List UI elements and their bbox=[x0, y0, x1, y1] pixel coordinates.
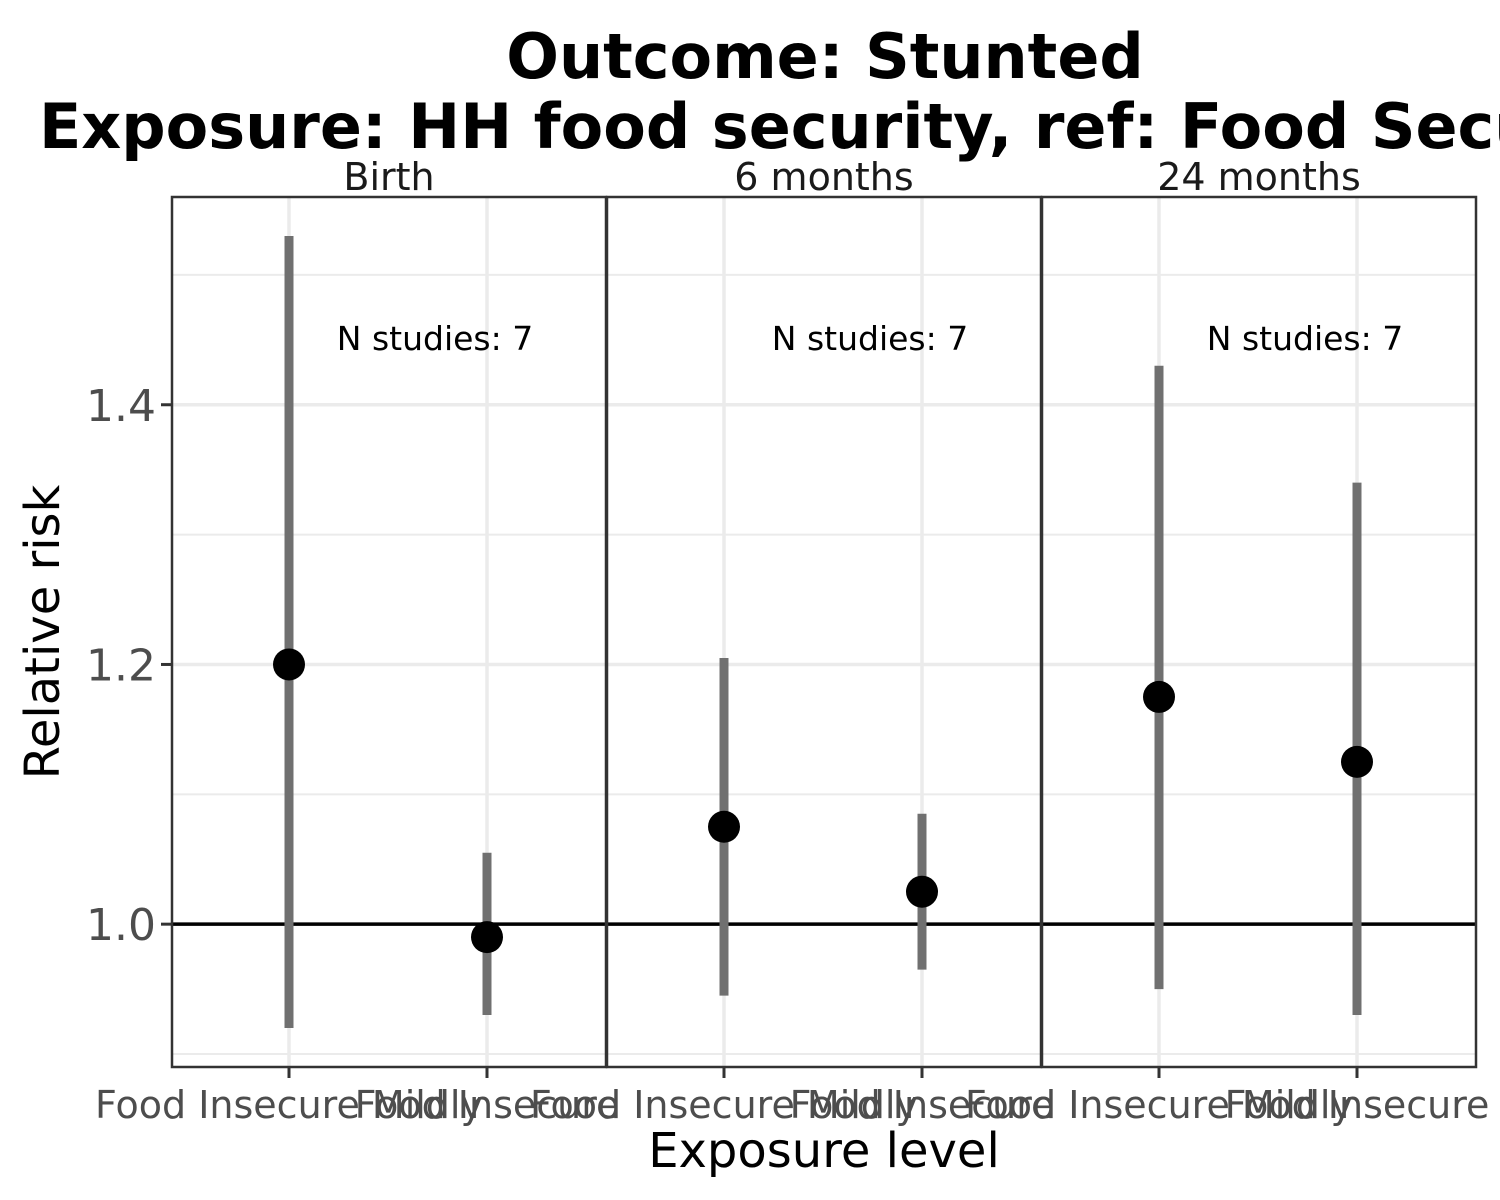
x-tick-label: Food Insecure Mildly bbox=[530, 1083, 918, 1127]
panel-strip-label: 24 months bbox=[1157, 155, 1361, 199]
panel-background bbox=[1042, 197, 1476, 1067]
x-tick-label: Food Insecure bbox=[790, 1083, 1055, 1127]
n-studies-annotation: N studies: 7 bbox=[772, 319, 968, 358]
point-estimate bbox=[273, 648, 305, 681]
point-estimate bbox=[906, 875, 938, 908]
x-axis-title: Exposure level bbox=[648, 1123, 1000, 1179]
panel-3: N studies: 7 24 months Food Insecure Mildl… bbox=[965, 155, 1489, 1127]
panel-border bbox=[1040, 195, 1478, 1069]
panel-1: N studies: 7 Birth Food Insecure MildlyFoo… bbox=[95, 155, 619, 1127]
x-tick-label: Food Insecure Mildly bbox=[95, 1083, 483, 1127]
panel-background bbox=[172, 197, 606, 1067]
panel-2: N studies: 7 6 months Food Insecure Mildly… bbox=[530, 155, 1054, 1127]
point-estimate bbox=[471, 921, 503, 954]
n-studies-annotation: N studies: 7 bbox=[337, 319, 533, 358]
x-tick-label: Food Insecure bbox=[355, 1083, 620, 1127]
y-tick-label: 1.2 bbox=[86, 640, 156, 691]
y-tick-label: 1.0 bbox=[86, 900, 156, 951]
panel-background bbox=[607, 197, 1041, 1067]
panel-strip-label: Birth bbox=[343, 155, 434, 199]
chart-title-line-2: Exposure: HH food security, ref: Food Se… bbox=[39, 90, 1500, 163]
y-axis: 1.0 1.2 1.4 bbox=[86, 381, 172, 951]
chart-title-line-1: Outcome: Stunted bbox=[506, 20, 1144, 93]
y-tick-label: 1.4 bbox=[86, 381, 156, 432]
x-tick-label: Food Insecure bbox=[1225, 1083, 1490, 1127]
panel-strip-label: 6 months bbox=[734, 155, 913, 199]
point-estimate bbox=[708, 810, 740, 843]
y-axis-title: Relative risk bbox=[15, 484, 71, 779]
x-tick-label: Food Insecure Mildly bbox=[965, 1083, 1353, 1127]
n-studies-annotation: N studies: 7 bbox=[1207, 319, 1403, 358]
point-estimate bbox=[1143, 680, 1175, 713]
point-estimate bbox=[1341, 745, 1373, 778]
